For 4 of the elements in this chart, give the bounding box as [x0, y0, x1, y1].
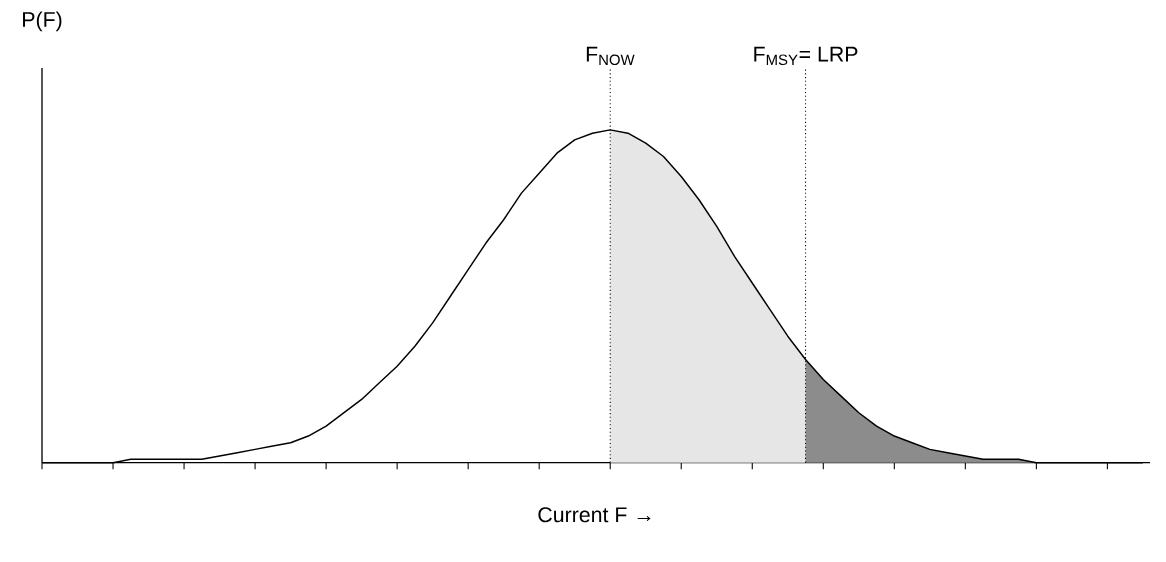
x-axis-title: Current F → [538, 507, 651, 523]
text: F$_{MSY}$= LRP [754, 46, 858, 66]
y-axis-title: P(F) [23, 11, 62, 32]
text: F$_{NOW}$ [586, 46, 635, 66]
